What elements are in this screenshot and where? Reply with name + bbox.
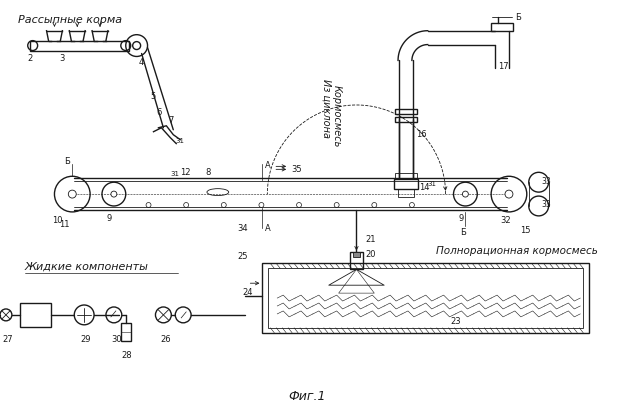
Text: 6: 6 <box>156 108 162 117</box>
Text: Жидкие компоненты: Жидкие компоненты <box>25 261 148 271</box>
Circle shape <box>111 192 117 198</box>
Text: Рассыпные корма: Рассыпные корма <box>18 15 122 25</box>
Bar <box>395 174 417 179</box>
Circle shape <box>463 192 468 198</box>
Bar <box>395 110 417 115</box>
Bar <box>20 303 51 327</box>
Text: 11: 11 <box>60 220 70 229</box>
Text: Б: Б <box>460 228 467 237</box>
Text: 5: 5 <box>150 91 156 100</box>
Text: 8: 8 <box>205 167 211 176</box>
Bar <box>353 252 360 258</box>
Text: 3: 3 <box>60 54 65 63</box>
Text: 34: 34 <box>237 224 248 233</box>
Text: 27: 27 <box>2 334 13 343</box>
Text: 26: 26 <box>161 334 171 343</box>
Text: 4: 4 <box>139 58 144 67</box>
Text: 7: 7 <box>168 116 173 125</box>
Text: 31: 31 <box>175 137 184 143</box>
Text: 33: 33 <box>541 200 552 209</box>
Bar <box>394 180 418 190</box>
Text: 15: 15 <box>520 226 531 235</box>
Bar <box>121 323 131 341</box>
Bar <box>262 264 589 333</box>
Bar <box>395 117 417 123</box>
Text: 20: 20 <box>365 249 376 258</box>
Text: Кормосмесь: Кормосмесь <box>332 85 342 147</box>
Text: 28: 28 <box>122 350 132 359</box>
Text: 33: 33 <box>541 176 552 185</box>
Text: 31: 31 <box>170 171 179 177</box>
Bar <box>491 24 513 31</box>
Text: 30: 30 <box>111 334 122 343</box>
Text: 29: 29 <box>80 334 91 343</box>
Text: Фиг.1: Фиг.1 <box>288 389 326 402</box>
Text: 16: 16 <box>416 130 426 139</box>
Bar <box>268 269 583 328</box>
Text: 2: 2 <box>28 54 33 63</box>
Bar <box>349 252 364 270</box>
Text: A: A <box>266 224 271 233</box>
Text: 21: 21 <box>365 235 376 244</box>
Text: 24: 24 <box>243 287 253 296</box>
Text: 9: 9 <box>458 214 464 223</box>
Text: 32: 32 <box>500 216 511 225</box>
Bar <box>29 42 129 52</box>
Text: 12: 12 <box>180 167 191 176</box>
Text: Б: Б <box>515 13 521 22</box>
Circle shape <box>68 191 76 199</box>
Text: Из циклона: Из циклона <box>322 79 332 138</box>
Bar <box>398 190 414 198</box>
Text: 17: 17 <box>498 62 509 71</box>
Text: 9: 9 <box>107 214 112 223</box>
Text: 23: 23 <box>450 317 461 326</box>
Text: Полнорационная кормосмесь: Полнорационная кормосмесь <box>436 245 598 255</box>
Text: 35: 35 <box>291 164 301 173</box>
Text: A: A <box>266 160 271 169</box>
Text: 31: 31 <box>428 181 436 187</box>
Text: 10: 10 <box>52 216 63 225</box>
Circle shape <box>505 191 513 199</box>
Text: Б: Б <box>65 157 70 166</box>
Text: 25: 25 <box>237 252 248 261</box>
Text: 14: 14 <box>419 182 429 191</box>
